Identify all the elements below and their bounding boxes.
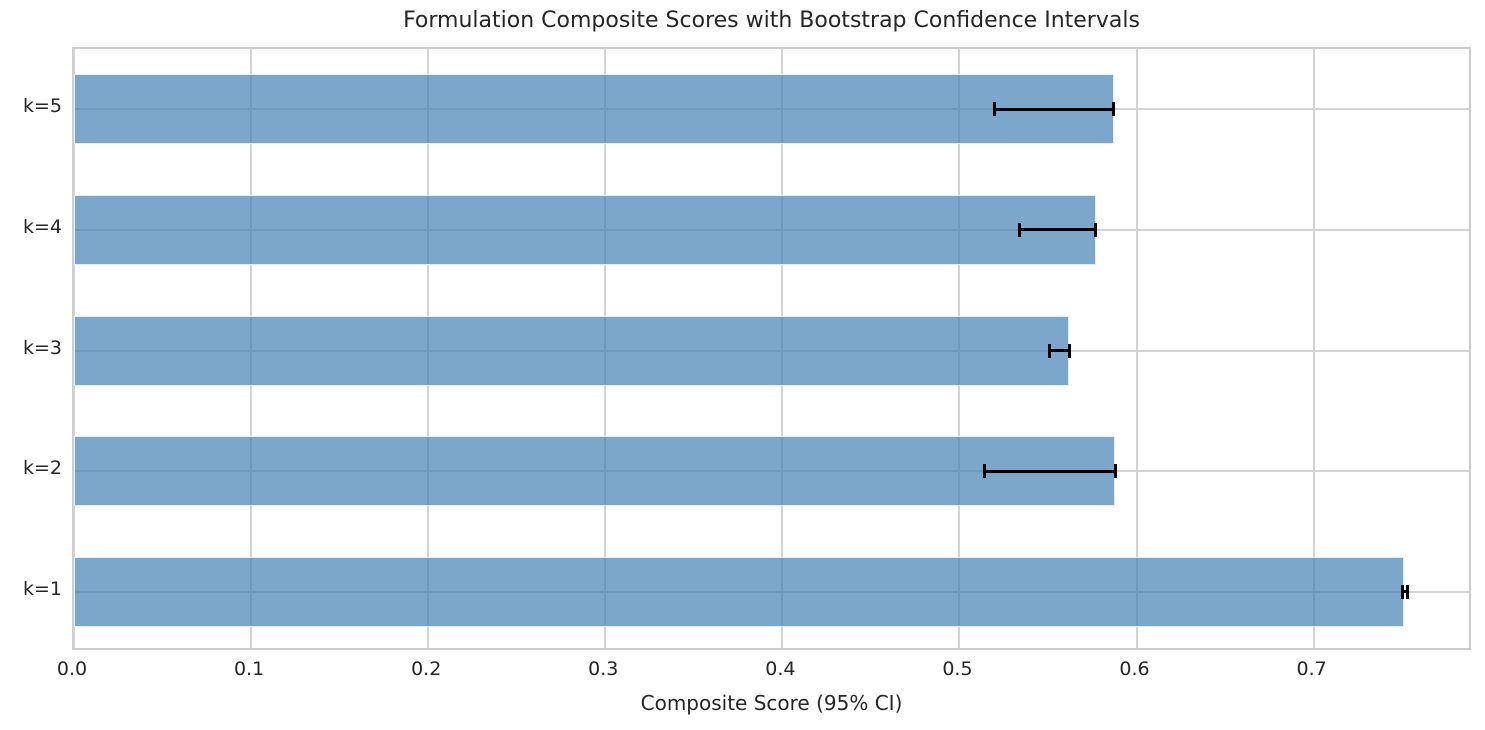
error-bar-cap <box>1113 464 1117 479</box>
error-bar-cap <box>993 102 997 117</box>
error-bar-cap <box>1400 584 1404 599</box>
error-bar-cap <box>1112 102 1115 117</box>
error-bar-cap <box>1405 584 1409 599</box>
y-tick-label-k=2: k=2 <box>22 457 62 480</box>
bar-k=2 <box>74 436 1116 507</box>
error-bar-cap <box>1048 343 1052 358</box>
chart-title: Formulation Composite Scores with Bootst… <box>403 8 1140 33</box>
error-bar-cap <box>982 464 986 479</box>
x-tick-label: 0.4 <box>765 658 796 680</box>
error-bar-cap <box>1018 222 1022 237</box>
x-axis-label: Composite Score (95% CI) <box>640 691 903 715</box>
error-bar-k=1 <box>1402 590 1408 594</box>
bar-k=4 <box>74 194 1096 265</box>
y-tick-label-k=4: k=4 <box>22 215 62 238</box>
y-tick-label-k=3: k=3 <box>22 336 62 359</box>
plot-area <box>72 47 1471 650</box>
y-tick-label-k=1: k=1 <box>22 577 62 600</box>
x-tick-label: 0.7 <box>1296 658 1327 680</box>
x-tick-label: 0.2 <box>411 658 442 680</box>
error-bar-cap <box>1094 222 1098 237</box>
error-bar-k=4 <box>1019 228 1096 232</box>
x-tick-label: 0.3 <box>588 658 619 680</box>
x-tick-label: 0.6 <box>1119 658 1150 680</box>
error-bar-k=5 <box>994 107 1114 111</box>
error-bar-cap <box>1067 343 1071 358</box>
bar-k=5 <box>74 74 1114 145</box>
x-tick-label: 0.5 <box>942 658 973 680</box>
x-tick-label: 0.1 <box>233 658 265 680</box>
x-tick-label: 0.0 <box>56 658 88 680</box>
bar-k=1 <box>74 556 1404 627</box>
x-gridline <box>1135 49 1138 648</box>
x-gridline <box>1312 49 1315 648</box>
error-bar-k=3 <box>1049 349 1070 352</box>
bar-k=3 <box>74 315 1070 386</box>
error-bar-k=2 <box>984 469 1116 473</box>
y-tick-label-k=5: k=5 <box>22 95 62 118</box>
